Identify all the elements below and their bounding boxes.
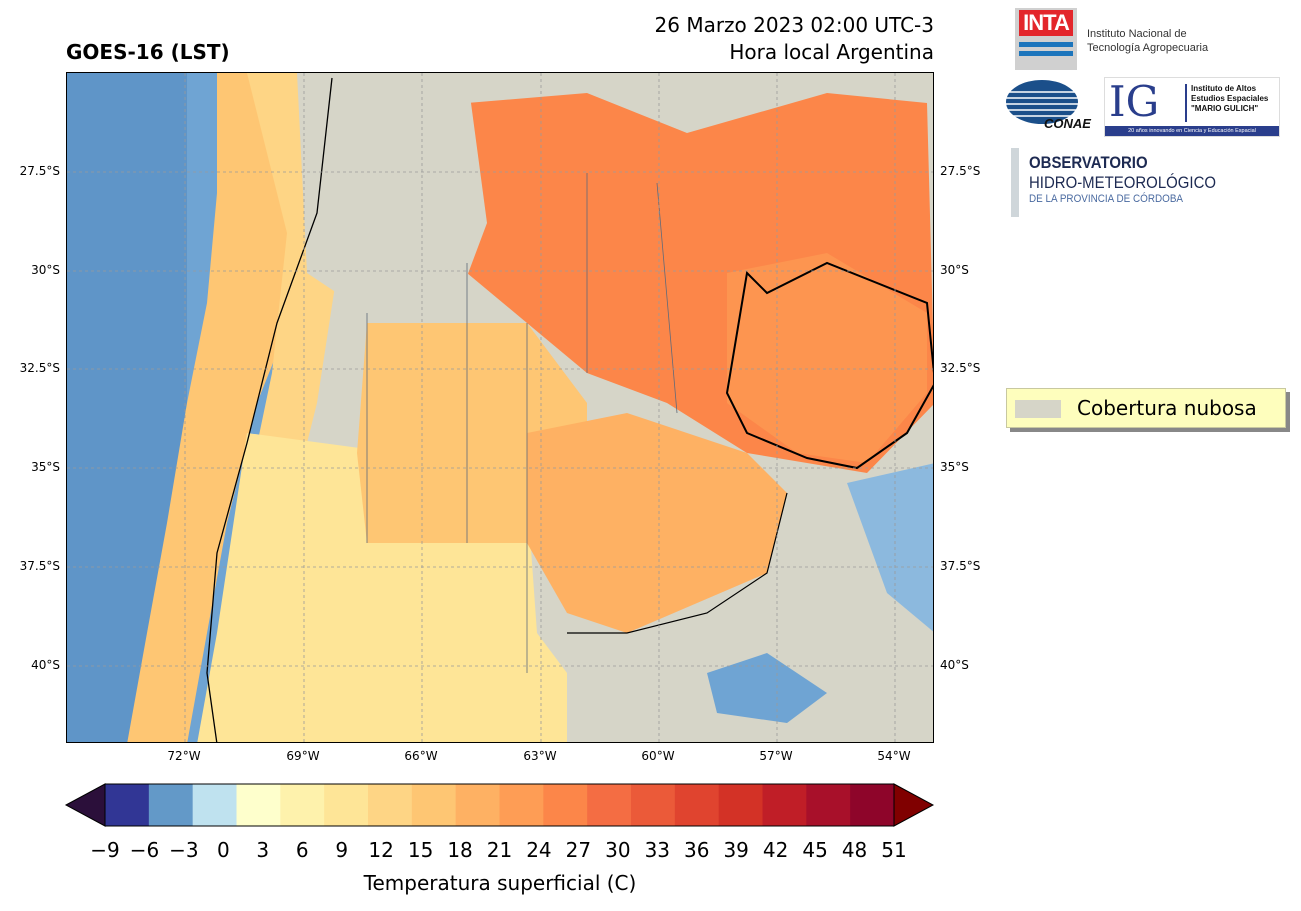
legend: Cobertura nubosa <box>1006 388 1286 428</box>
colorbar-tick: 24 <box>526 838 552 862</box>
colorbar-cell <box>236 784 281 826</box>
date-line: 26 Marzo 2023 02:00 UTC-3 <box>654 13 934 37</box>
lat-label-left: 40°S <box>31 658 60 672</box>
lat-label-right: 40°S <box>940 658 969 672</box>
colorbar-tick: −3 <box>169 838 199 862</box>
lat-label-left: 27.5°S <box>19 164 60 178</box>
lat-label-left: 37.5°S <box>19 559 60 573</box>
colorbar-tick: 30 <box>605 838 631 862</box>
colorbar-cell <box>587 784 632 826</box>
observatorio-line3: DE LA PROVINCIA DE CÓRDOBA <box>1029 193 1184 205</box>
lon-label: 66°W <box>404 749 438 763</box>
temperature-map <box>67 73 933 742</box>
colorbar-cell <box>411 784 457 826</box>
inta-name: Instituto Nacional de Tecnología Agropec… <box>1087 27 1208 55</box>
lon-label: 72°W <box>167 749 201 763</box>
cloud-cover-north <box>297 73 487 313</box>
colorbar-cell <box>148 784 194 826</box>
ig-name: Instituto de Altos Estudios Espaciales "… <box>1191 84 1268 114</box>
ig-name-line: Instituto de Altos <box>1191 84 1257 93</box>
lat-label-left: 32.5°S <box>19 361 60 375</box>
lon-label: 57°W <box>759 749 793 763</box>
graticule <box>67 73 933 742</box>
inta-wordmark: INTA <box>1019 10 1073 36</box>
colorbar-cell <box>762 784 807 826</box>
colorbar-under-arrow <box>64 783 106 827</box>
colorbar-cell <box>499 784 544 826</box>
colorbar-tick: 6 <box>295 838 309 862</box>
colorbar-tick: 21 <box>486 838 513 862</box>
colorbar-tick-labels: −9 −6 −3 0 3 6 9 12 15 18 21 24 27 30 33 36 39 42 45 48 51 <box>0 838 1301 866</box>
colorbar-tick: 0 <box>216 838 230 862</box>
cloud-cover-swatch <box>1015 400 1061 418</box>
colorbar-tick: 15 <box>407 838 434 862</box>
colorbar-cell <box>324 784 369 826</box>
colorbar-tick: 48 <box>841 838 868 862</box>
colorbar-tick: −9 <box>90 838 120 862</box>
colorbar-tick: 42 <box>762 838 789 862</box>
colorbar-over-arrow <box>893 783 935 827</box>
ig-wordmark: IG <box>1109 77 1160 126</box>
ig-name-line: Estudios Espaciales <box>1191 94 1269 103</box>
colorbar-tick: 39 <box>723 838 749 862</box>
lat-label-right: 35°S <box>940 460 969 474</box>
colorbar-tick: 27 <box>565 838 592 862</box>
colorbar-tick: 51 <box>881 838 907 862</box>
colorbar-cell <box>806 784 851 826</box>
colorbar-tick: 12 <box>368 838 394 862</box>
lat-label-right: 37.5°S <box>940 559 981 573</box>
colorbar-outline <box>104 783 895 827</box>
ig-logo: IG Instituto de Altos Estudios Espaciale… <box>1104 77 1280 137</box>
timestamp-block: 26 Marzo 2023 02:00 UTC-3 Hora local Arg… <box>560 12 934 66</box>
colorbar-tick: 45 <box>802 838 828 862</box>
colorbar-cell <box>631 784 676 826</box>
observatorio-logo: OBSERVATORIO HIDRO-METEOROLÓGICO DE LA P… <box>1029 153 1242 206</box>
observatorio-line2: HIDRO-METEOROLÓGICO <box>1029 173 1217 192</box>
lat-label-right: 32.5°S <box>940 361 981 375</box>
colorbar-cell <box>455 784 500 826</box>
colorbar-tick: −6 <box>129 838 160 862</box>
lat-label-right: 27.5°S <box>940 164 981 178</box>
andes-strip <box>127 73 317 742</box>
colorbar-tick: 18 <box>447 838 473 862</box>
colorbar-cell <box>368 784 413 826</box>
lon-label: 69°W <box>286 749 320 763</box>
colorbar-cell <box>280 784 325 826</box>
conae-logo: CONAE <box>1004 78 1091 134</box>
colorbar-cell <box>674 784 720 826</box>
colorbar-cell <box>192 784 237 826</box>
cloud-cover-atlantic <box>587 503 933 742</box>
inta-logo: INTA <box>1015 8 1077 70</box>
conae-wordmark: CONAE <box>1044 116 1091 131</box>
colorbar-cell <box>543 784 588 826</box>
lat-label-left: 35°S <box>31 460 60 474</box>
observatorio-bar <box>1011 148 1019 217</box>
colorbar-cell <box>718 784 763 826</box>
colorbar-tick: 36 <box>684 838 710 862</box>
ig-footer: 20 años innovando en Ciencia y Educación… <box>1105 126 1279 136</box>
map-title: GOES-16 (LST) <box>66 40 230 64</box>
inta-name-line: Tecnología Agropecuaria <box>1087 42 1209 54</box>
ig-name-line: "MARIO GULICH" <box>1191 104 1259 113</box>
colorbar-tick: 9 <box>335 838 349 862</box>
colorbar-cell <box>850 784 895 826</box>
lon-label: 60°W <box>641 749 675 763</box>
lon-label: 63°W <box>523 749 557 763</box>
lat-label-left: 30°S <box>31 263 60 277</box>
colorbar <box>64 783 935 827</box>
lon-label: 54°W <box>877 749 911 763</box>
lat-label-right: 30°S <box>940 263 969 277</box>
colorbar-tick: 3 <box>256 838 270 862</box>
colorbar-cell <box>105 784 150 826</box>
observatorio-line1: OBSERVATORIO <box>1029 153 1148 172</box>
colorbar-label: Temperatura superficial (C) <box>363 871 637 895</box>
legend-label: Cobertura nubosa <box>1077 396 1257 420</box>
colorbar-tick: 33 <box>644 838 671 862</box>
inta-name-line: Instituto Nacional de <box>1087 28 1187 40</box>
map-panel <box>66 72 934 743</box>
local-time-line: Hora local Argentina <box>729 40 934 64</box>
